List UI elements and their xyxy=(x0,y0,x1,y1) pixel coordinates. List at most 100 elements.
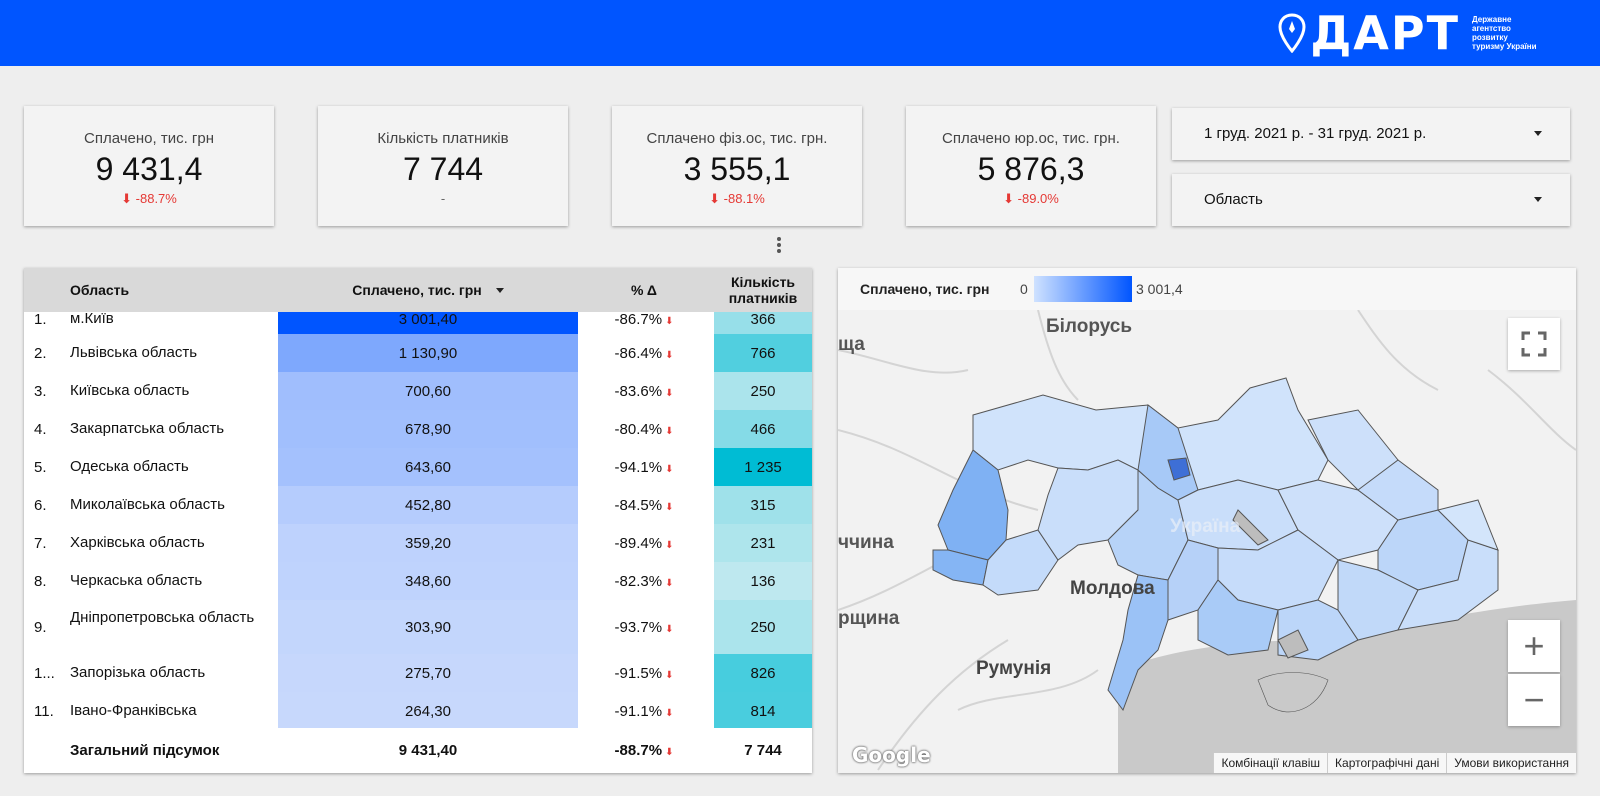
arrow-down-icon: ⬇ xyxy=(709,191,721,206)
arrow-down-icon: ⬇ xyxy=(665,540,674,551)
region-select[interactable]: Область xyxy=(1172,174,1570,226)
map-label-ukraine: Україна xyxy=(1170,516,1241,537)
map-data-link[interactable]: Картографічні дані xyxy=(1327,753,1446,773)
kpi-card-payers: Кількість платників 7 744 - xyxy=(318,106,568,226)
kpi-card-paid: Сплачено, тис. грн 9 431,4 ⬇ -88.7% xyxy=(24,106,274,226)
paid-value: 303,90 xyxy=(405,619,451,636)
arrow-down-icon: ⬇ xyxy=(665,578,674,589)
total-paid: 9 431,40 xyxy=(398,742,458,759)
arrow-down-icon: ⬇ xyxy=(665,426,674,437)
more-options-icon[interactable] xyxy=(776,236,782,256)
zoom-out-button[interactable]: − xyxy=(1508,674,1560,726)
fullscreen-button[interactable] xyxy=(1508,318,1560,370)
paid-bar xyxy=(278,448,578,486)
date-range-value: 1 груд. 2021 р. - 31 груд. 2021 р. xyxy=(1204,125,1427,142)
kpi-card-paid-legal: Сплачено юр.ос, тис. грн. 5 876,3 ⬇ -89.… xyxy=(906,106,1156,226)
chevron-down-icon xyxy=(1534,197,1542,202)
table-body[interactable]: 1. м.Київ 3 001,40 -86.7% ⬇ 366 2. Львівська об… xyxy=(24,312,812,728)
region-name: Черкаська область xyxy=(70,572,203,589)
map-canvas[interactable] xyxy=(838,310,1576,773)
column-header-region[interactable]: Область xyxy=(70,282,130,298)
delta-value: -80.4% ⬇ xyxy=(614,421,674,438)
table-row[interactable]: 4. Закарпатська область 678,90 -80.4% ⬇ 466 xyxy=(24,410,812,448)
legend-min: 0 xyxy=(1020,281,1028,297)
delta-value: -89.4% ⬇ xyxy=(614,535,674,552)
region-name: м.Київ xyxy=(70,312,114,327)
map-footer: Комбінації клавіш Картографічні дані Умо… xyxy=(1213,753,1576,773)
arrow-down-icon: ⬇ xyxy=(121,191,133,206)
table-row[interactable]: 3. Київська область 700,60 -83.6% ⬇ 250 xyxy=(24,372,812,410)
region-name: Харківська область xyxy=(70,534,205,551)
table-row[interactable]: 8. Черкаська область 348,60 -82.3% ⬇ 136 xyxy=(24,562,812,600)
delta-value: -86.7% ⬇ xyxy=(614,312,674,328)
paid-value: 348,60 xyxy=(405,573,451,590)
kpi-label: Сплачено фіз.ос, тис. грн. xyxy=(646,130,828,147)
table-row[interactable]: 2. Львівська область 1 130,90 -86.4% ⬇ 766 xyxy=(24,334,812,372)
delta-value: -84.5% ⬇ xyxy=(614,497,674,514)
table-row[interactable]: 5. Одеська область 643,60 -94.1% ⬇ 1 235 xyxy=(24,448,812,486)
count-value: 814 xyxy=(750,703,776,720)
delta-value: -86.4% ⬇ xyxy=(614,345,674,362)
regions-table: Область Сплачено, тис. грн % Δ Кількість… xyxy=(24,268,812,773)
region-name: Дніпропетровська область xyxy=(70,609,255,626)
count-value: 466 xyxy=(750,421,776,438)
table-row[interactable]: 7. Харківська область 359,20 -89.4% ⬇ 231 xyxy=(24,524,812,562)
map-label-edge1: ща xyxy=(838,334,865,355)
count-value: 136 xyxy=(750,573,776,590)
row-number: 5. xyxy=(34,459,47,476)
delta-value: -94.1% ⬇ xyxy=(614,459,674,476)
arrow-down-icon: ⬇ xyxy=(1003,191,1015,206)
location-pin-icon xyxy=(1278,13,1306,53)
table-row[interactable]: 6. Миколаївська область 452,80 -84.5% ⬇ 315 xyxy=(24,486,812,524)
count-value: 1 235 xyxy=(744,459,782,476)
kpi-delta: ⬇ -89.0% xyxy=(1003,191,1059,206)
paid-value: 452,80 xyxy=(405,497,451,514)
kpi-value: 7 744 xyxy=(402,151,484,187)
table-row[interactable]: 1. м.Київ 3 001,40 -86.7% ⬇ 366 xyxy=(24,312,812,334)
region-name: Одеська область xyxy=(70,458,189,475)
table-row[interactable]: 9. Дніпропетровська область 303,90 -93.7% ⬇ 2… xyxy=(24,600,812,654)
region-name: Миколаївська область xyxy=(70,496,225,513)
logo-subtitle: Державне агентство розвитку туризму Укра… xyxy=(1472,15,1537,51)
zoom-in-button[interactable]: + xyxy=(1508,620,1560,672)
kpi-value: 9 431,4 xyxy=(95,151,203,187)
paid-value: 700,60 xyxy=(405,383,451,400)
count-cell-bg xyxy=(714,372,812,410)
delta-value: -91.1% ⬇ xyxy=(614,703,674,720)
column-header-count[interactable]: Кількість платників xyxy=(728,274,798,306)
table-total-row: Загальний підсумок 9 431,40 -88.7% ⬇ 7 74… xyxy=(24,728,812,773)
count-cell-bg xyxy=(714,654,812,692)
row-number: 3. xyxy=(34,383,47,400)
geo-map[interactable]: Сплачено, тис. грн 0 3 001,4 xyxy=(838,268,1576,773)
count-cell-bg xyxy=(714,410,812,448)
table-row[interactable]: 1... Запорізька область 275,70 -91.5% ⬇ 826 xyxy=(24,654,812,692)
region-select-value: Область xyxy=(1204,191,1263,208)
count-value: 250 xyxy=(750,619,776,636)
row-number: 8. xyxy=(34,573,47,590)
column-header-paid[interactable]: Сплачено, тис. грн xyxy=(278,268,578,312)
column-header-delta[interactable]: % Δ xyxy=(631,282,657,298)
arrow-down-icon: ⬇ xyxy=(665,708,674,719)
terms-link[interactable]: Умови використання xyxy=(1446,753,1576,773)
arrow-down-icon: ⬇ xyxy=(665,464,674,475)
paid-value: 3 001,40 xyxy=(398,312,458,328)
keyboard-shortcuts-link[interactable]: Комбінації клавіш xyxy=(1213,753,1327,773)
table-row[interactable]: 11. Івано-Франківська 264,30 -91.1% ⬇ 814 xyxy=(24,692,812,728)
paid-bar xyxy=(278,334,578,372)
arrow-down-icon: ⬇ xyxy=(665,624,674,635)
paid-bar xyxy=(278,312,578,334)
delta-value: -91.5% ⬇ xyxy=(614,665,674,682)
count-cell-bg xyxy=(714,448,812,486)
paid-value: 275,70 xyxy=(405,665,451,682)
paid-bar xyxy=(278,562,578,600)
count-cell-bg xyxy=(714,692,812,728)
sort-desc-icon xyxy=(495,287,504,293)
map-label-edge3: рщина xyxy=(838,608,900,629)
total-count: 7 744 xyxy=(744,742,782,759)
kpi-delta: ⬇ -88.1% xyxy=(709,191,765,206)
fullscreen-icon xyxy=(1521,331,1547,357)
kpi-label: Кількість платників xyxy=(377,130,509,147)
row-number: 2. xyxy=(34,345,47,362)
count-cell-bg xyxy=(714,562,812,600)
date-range-select[interactable]: 1 груд. 2021 р. - 31 груд. 2021 р. xyxy=(1172,108,1570,160)
